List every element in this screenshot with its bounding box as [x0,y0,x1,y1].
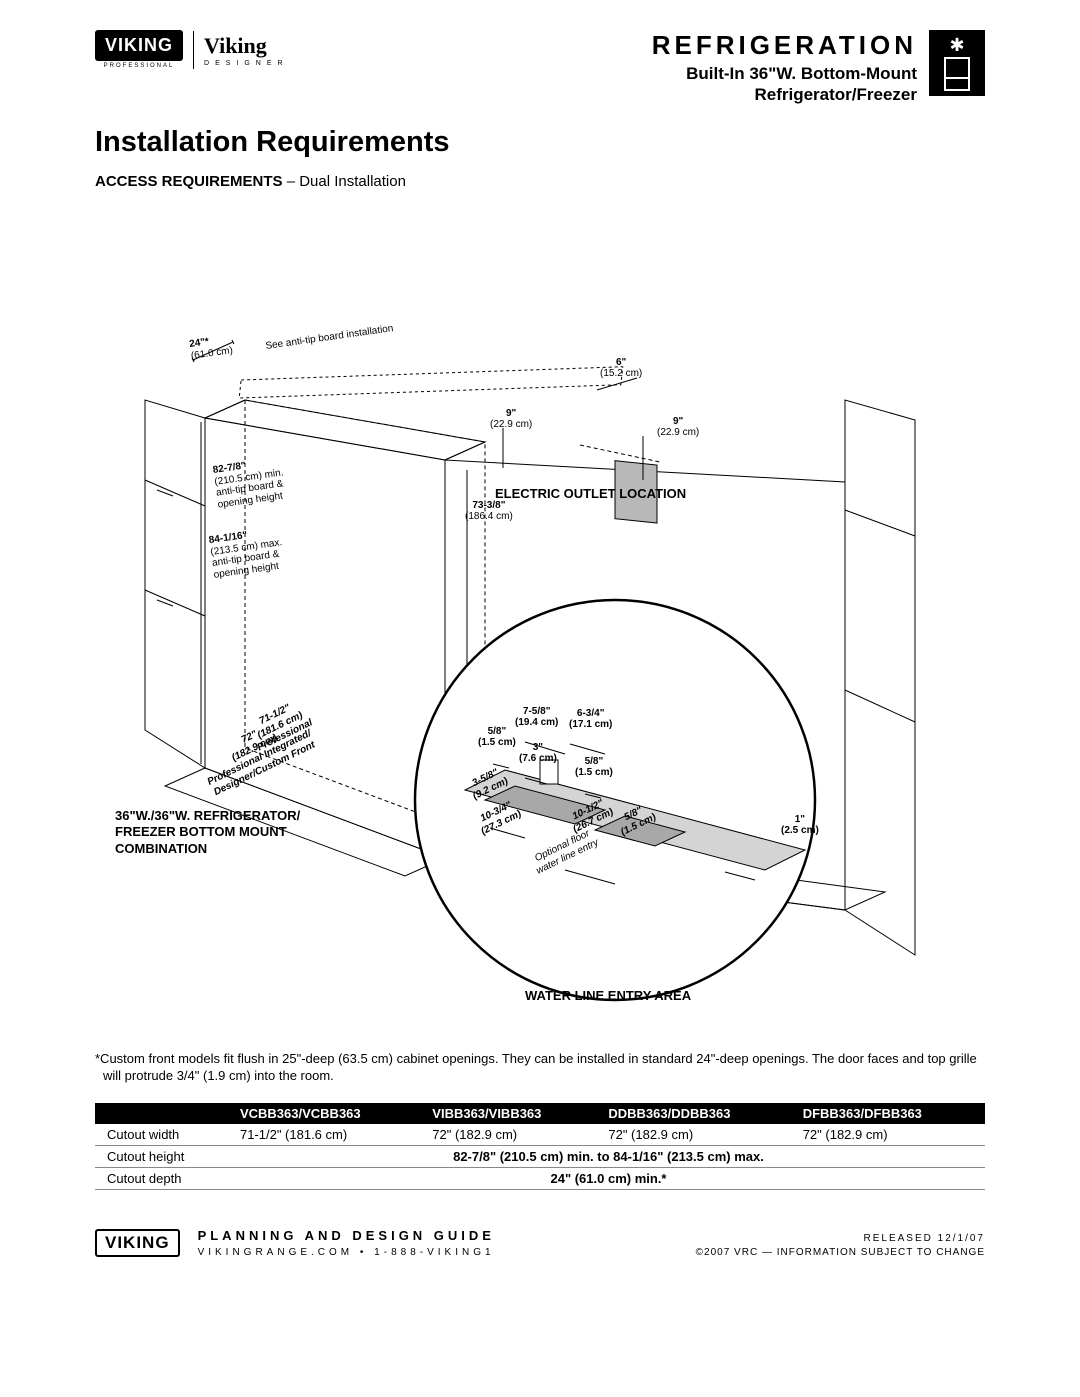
logo-divider [193,31,194,69]
table-body: Cutout width71-1/2" (181.6 cm)72" (182.9… [95,1124,985,1190]
table-row: Cutout height82-7/8" (210.5 cm) min. to … [95,1145,985,1167]
footer-contact: VIKINGRANGE.COM • 1-888-VIKING1 [198,1247,495,1258]
category-title: REFRIGERATION [652,30,917,61]
table-row: Cutout depth24" (61.0 cm) min.* [95,1167,985,1189]
outlet-label: ELECTRIC OUTLET LOCATION [495,486,686,503]
col-4: DFBB363/DFBB363 [795,1103,985,1124]
page-header: VIKING PROFESSIONAL Viking DESIGNER REFR… [95,30,985,106]
combo-label: 36"W./36"W. REFRIGERATOR/ FREEZER BOTTOM… [115,808,300,859]
fridge-icon [944,57,970,91]
dim-758: 7-5/8" (19.4 cm) [515,706,558,729]
col-3: DDBB363/DDBB363 [600,1103,794,1124]
dim-58a: 5/8" (1.5 cm) [478,726,516,749]
dim-6: 6"(15.2 cm) [600,357,642,380]
dim-9a: 9"(22.9 cm) [490,408,532,431]
dim-634: 6-3/4" (17.1 cm) [569,708,612,731]
dim-9b: 9"(22.9 cm) [657,416,699,439]
product-subtitle: Built-In 36"W. Bottom-Mount Refrigerator… [652,63,917,106]
footnote: *Custom front models fit flush in 25"-de… [95,1050,985,1085]
dim-1: 1" (2.5 cm) [781,814,819,837]
page-footer: VIKING PLANNING AND DESIGN GUIDE VIKINGR… [95,1228,985,1258]
water-label: WATER LINE ENTRY AREA [525,988,691,1005]
dim-733: 73-3/8"(186.4 cm) [465,500,513,523]
logo-designer: Viking DESIGNER [204,33,289,67]
dim-3: 3" (7.6 cm) [519,742,557,765]
brand-logos: VIKING PROFESSIONAL Viking DESIGNER [95,30,289,69]
refrigeration-icon: ✱ [929,30,985,96]
specs-table: VCBB363/VCBB363 VIBB363/VIBB363 DDBB363/… [95,1103,985,1190]
installation-diagram: 24"*(61.0 cm) See anti-tip board install… [95,210,985,1040]
footer-released: RELEASED 12/1/07 [696,1233,985,1244]
table-row: Cutout width71-1/2" (181.6 cm)72" (182.9… [95,1124,985,1146]
footer-right: RELEASED 12/1/07 ©2007 VRC — INFORMATION… [696,1233,985,1258]
logo-professional: VIKING PROFESSIONAL [95,30,183,69]
snowflake-icon: ✱ [949,36,964,54]
footer-left: VIKING PLANNING AND DESIGN GUIDE VIKINGR… [95,1228,495,1258]
table-header: VCBB363/VCBB363 VIBB363/VIBB363 DDBB363/… [95,1103,985,1124]
header-titles: REFRIGERATION Built-In 36"W. Bottom-Moun… [652,30,917,106]
section-label: ACCESS REQUIREMENTS – Dual Installation [95,173,985,190]
col-blank [95,1103,232,1124]
col-1: VCBB363/VCBB363 [232,1103,424,1124]
header-right: REFRIGERATION Built-In 36"W. Bottom-Moun… [652,30,985,106]
footer-logo: VIKING [95,1229,180,1257]
dim-58b: 5/8" (1.5 cm) [575,756,613,779]
col-2: VIBB363/VIBB363 [424,1103,600,1124]
main-title: Installation Requirements [95,126,985,159]
dim-841: 84-1/16"(213.5 cm) max. anti-tip board &… [208,525,286,581]
dim-827: 82-7/8"(210.5 cm) min. anti-tip board & … [212,455,287,510]
footer-copyright: ©2007 VRC — INFORMATION SUBJECT TO CHANG… [696,1247,985,1258]
footer-guide-title: PLANNING AND DESIGN GUIDE [198,1228,495,1243]
